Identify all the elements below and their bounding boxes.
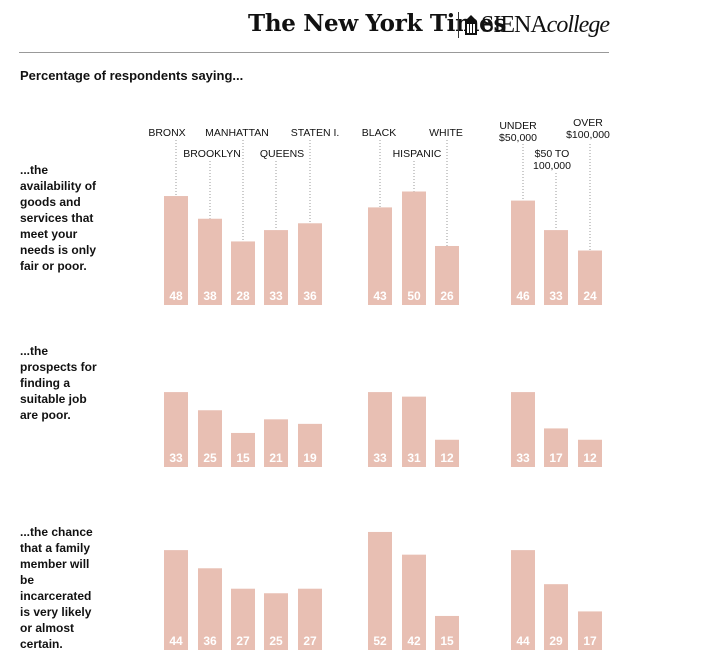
question-label-incarceration: ...the chance that a family member will … bbox=[20, 525, 93, 651]
category-label: OVER $100,000 bbox=[566, 117, 610, 141]
bar bbox=[198, 410, 222, 467]
bar-value-label: 17 bbox=[549, 451, 563, 465]
bar-value-label: 27 bbox=[303, 634, 317, 648]
bar-value-label: 33 bbox=[169, 451, 183, 465]
question-label-goods: ...the availability of goods and service… bbox=[20, 163, 97, 273]
bar-value-label: 42 bbox=[407, 634, 421, 648]
bar bbox=[164, 196, 188, 305]
bar bbox=[544, 230, 568, 305]
masthead: The New York Times SIENAcollege bbox=[248, 8, 610, 44]
bar-value-label: 33 bbox=[549, 289, 563, 303]
bar-value-label: 44 bbox=[516, 634, 530, 648]
bar-value-label: 27 bbox=[236, 634, 250, 648]
category-label: BROOKLYN bbox=[183, 148, 241, 160]
bar bbox=[264, 593, 288, 650]
category-label: $50 TO 100,000 bbox=[533, 148, 571, 172]
category-label: STATEN I. bbox=[291, 127, 340, 139]
bar-value-label: 46 bbox=[516, 289, 530, 303]
bar-value-label: 52 bbox=[373, 634, 387, 648]
bar-value-label: 26 bbox=[440, 289, 454, 303]
bar-value-label: 15 bbox=[440, 634, 454, 648]
nyt-logo: The New York Times bbox=[248, 10, 507, 37]
bar-value-label: 28 bbox=[236, 289, 250, 303]
bar bbox=[511, 392, 535, 467]
bar bbox=[368, 392, 392, 467]
bar-value-label: 36 bbox=[303, 289, 317, 303]
logo-divider bbox=[458, 12, 459, 38]
bar-value-label: 19 bbox=[303, 451, 317, 465]
siena-college-text: college bbox=[546, 12, 610, 38]
bar bbox=[231, 588, 255, 650]
college-building-icon bbox=[465, 15, 477, 35]
bar bbox=[578, 250, 602, 305]
bar bbox=[435, 245, 459, 305]
bar bbox=[435, 615, 459, 650]
chart-subtitle: Percentage of respondents saying... bbox=[20, 68, 244, 83]
bar-value-label: 31 bbox=[407, 451, 421, 465]
bar-value-label: 29 bbox=[549, 634, 563, 648]
bar-value-label: 33 bbox=[269, 289, 283, 303]
bar bbox=[402, 396, 426, 467]
bar bbox=[164, 392, 188, 467]
bar bbox=[298, 423, 322, 467]
bar bbox=[264, 419, 288, 467]
bar-value-label: 44 bbox=[169, 634, 183, 648]
category-label: BRONX bbox=[148, 127, 185, 139]
bar bbox=[578, 439, 602, 467]
bar bbox=[544, 428, 568, 467]
bar bbox=[231, 241, 255, 305]
header-rule bbox=[19, 52, 609, 53]
bar bbox=[402, 554, 426, 650]
question-label-jobs: ...the prospects for finding a suitable … bbox=[20, 344, 97, 422]
bar-value-label: 21 bbox=[269, 451, 283, 465]
bar-value-label: 33 bbox=[516, 451, 530, 465]
category-label: QUEENS bbox=[260, 148, 304, 160]
category-label: BLACK bbox=[362, 127, 396, 139]
category-label: MANHATTAN bbox=[205, 127, 269, 139]
bar-value-label: 25 bbox=[203, 451, 217, 465]
bar bbox=[578, 611, 602, 650]
bar-value-label: 50 bbox=[407, 289, 421, 303]
bar-value-label: 25 bbox=[269, 634, 283, 648]
bar-value-label: 36 bbox=[203, 634, 217, 648]
bar bbox=[264, 230, 288, 305]
bar bbox=[198, 218, 222, 305]
bar bbox=[435, 439, 459, 467]
bar bbox=[544, 584, 568, 650]
siena-logo-text: SIENA bbox=[481, 12, 548, 38]
bar bbox=[164, 550, 188, 650]
bar bbox=[298, 588, 322, 650]
bar bbox=[231, 432, 255, 467]
bar-value-label: 24 bbox=[583, 289, 597, 303]
bar-value-label: 12 bbox=[440, 451, 454, 465]
bar bbox=[298, 223, 322, 305]
bar-value-label: 33 bbox=[373, 451, 387, 465]
bar bbox=[402, 191, 426, 305]
bar-value-label: 43 bbox=[373, 289, 387, 303]
siena-logo: SIENAcollege bbox=[481, 12, 610, 39]
bar-value-label: 38 bbox=[203, 289, 217, 303]
category-label: UNDER $50,000 bbox=[499, 120, 537, 144]
bar bbox=[511, 200, 535, 305]
bar-value-label: 12 bbox=[583, 451, 597, 465]
category-label: WHITE bbox=[429, 127, 463, 139]
category-label: HISPANIC bbox=[393, 148, 442, 160]
bar bbox=[511, 550, 535, 650]
bar bbox=[198, 568, 222, 650]
bar bbox=[368, 531, 392, 650]
bar bbox=[368, 207, 392, 305]
bar-value-label: 15 bbox=[236, 451, 250, 465]
bar-value-label: 17 bbox=[583, 634, 597, 648]
bar-value-label: 48 bbox=[169, 289, 183, 303]
